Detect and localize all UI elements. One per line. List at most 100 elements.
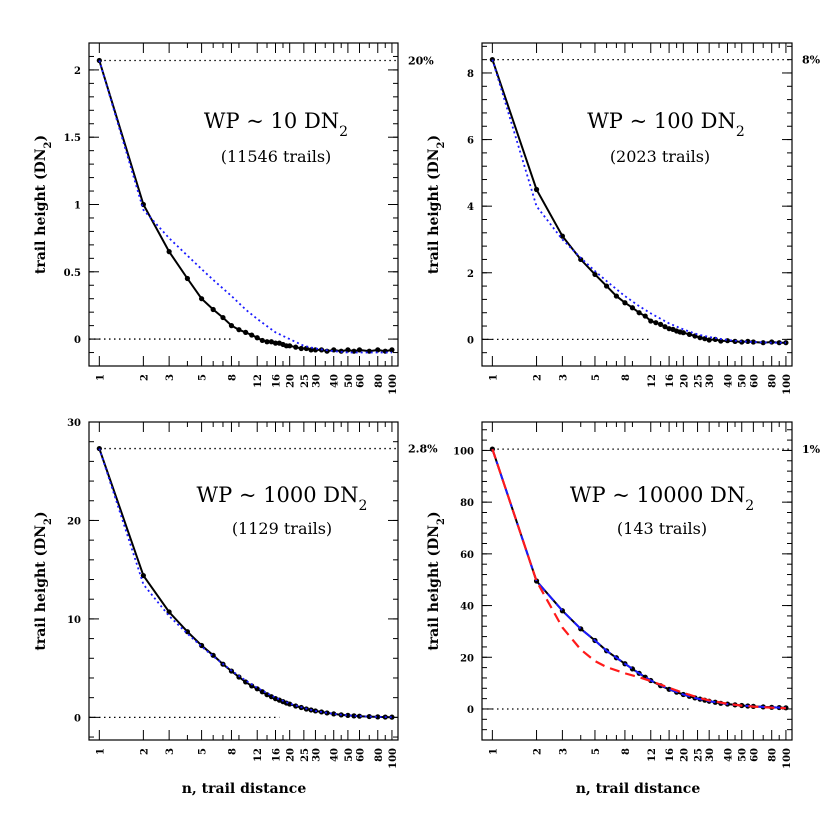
- data-point: [603, 283, 610, 289]
- data-point: [657, 321, 664, 327]
- x-tick-label: 2: [533, 748, 544, 755]
- y-axis-label: trail height (DN2): [33, 135, 54, 274]
- y-tick-label: 20: [67, 516, 81, 527]
- data-point: [184, 275, 191, 282]
- x-tick-label: 16: [271, 748, 282, 762]
- data-point: [745, 338, 751, 344]
- y-tick-label: 8: [467, 69, 474, 80]
- y-axis-label: trail height (DN2): [33, 511, 54, 650]
- x-tick-label: 20: [679, 374, 690, 388]
- data-point: [198, 296, 205, 302]
- data-point: [249, 332, 255, 338]
- y-tick-label: 10: [67, 615, 81, 626]
- data-series-line: [491, 59, 786, 344]
- y-tick-label: 40: [460, 602, 474, 613]
- x-tick-label: 50: [344, 374, 355, 388]
- data-point: [272, 340, 279, 346]
- wp-label: WP ~ 10 DN2: [204, 109, 348, 140]
- x-tick-label: 1: [488, 374, 499, 381]
- y-tick-label: 0.5: [64, 268, 81, 279]
- trails-count-label: (11546 trails): [221, 147, 332, 166]
- data-point: [356, 347, 363, 353]
- x-tick-label: 100: [782, 748, 793, 769]
- y-tick-label: 80: [460, 498, 474, 509]
- data-point: [243, 329, 249, 335]
- percent-label: 20%: [408, 54, 434, 67]
- y-tick-label: 1: [74, 201, 81, 212]
- x-tick-label: 5: [198, 374, 209, 381]
- data-point: [287, 701, 293, 707]
- data-point: [375, 714, 381, 720]
- panel-4: 1 2 3 5 8 12 16 20 25 30 40 50 60 80 100020406080100tr…: [426, 421, 821, 769]
- x-tick-label: 1: [95, 748, 106, 755]
- data-point: [366, 713, 372, 720]
- x-tick-label: 25: [300, 374, 311, 388]
- x-tick-label: 12: [647, 748, 658, 762]
- y-axis-label: trail height (DN2): [426, 511, 447, 650]
- model-series-line: [491, 59, 786, 344]
- x-tick-label: 100: [782, 374, 793, 395]
- x-tick-label: 1: [95, 374, 106, 381]
- x-tick-label: 60: [355, 374, 366, 388]
- data-point: [228, 323, 235, 329]
- data-point: [592, 271, 598, 278]
- x-tick-label: 40: [724, 374, 735, 388]
- y-tick-label: 100: [453, 446, 474, 457]
- data-point: [249, 683, 255, 689]
- data-point: [706, 337, 712, 343]
- x-tick-label: 40: [724, 748, 735, 762]
- y-tick-label: 1.5: [64, 133, 81, 144]
- y-tick-label: 2: [74, 66, 81, 77]
- data-point: [166, 249, 172, 255]
- data-point: [264, 339, 270, 345]
- data-point: [648, 318, 654, 324]
- y-tick-label: 0: [467, 705, 474, 716]
- x-tick-label: 25: [300, 748, 311, 762]
- data-point: [236, 327, 242, 333]
- data-point: [293, 344, 299, 350]
- data-point: [642, 313, 648, 319]
- model-series-line: [98, 448, 392, 719]
- percent-label: 1%: [802, 443, 821, 456]
- data-point: [760, 340, 766, 346]
- x-tick-label: 60: [749, 374, 760, 388]
- y-tick-label: 4: [467, 202, 474, 213]
- data-point: [298, 345, 304, 352]
- data-point: [259, 689, 265, 695]
- y-tick-label: 0: [74, 713, 81, 724]
- x-tick-label: 3: [558, 374, 569, 381]
- data-point: [662, 324, 668, 330]
- data-point: [287, 343, 293, 349]
- x-tick-label: 3: [558, 748, 569, 755]
- wp-label: WP ~ 10000 DN2: [570, 483, 754, 514]
- x-tick-label: 12: [647, 374, 658, 388]
- data-point: [366, 348, 372, 354]
- data-point: [259, 337, 265, 344]
- y-tick-label: 30: [67, 418, 81, 429]
- x-tick-label: 100: [388, 748, 399, 769]
- data-point: [776, 340, 782, 346]
- x-tick-label: 5: [591, 374, 602, 381]
- data-point: [783, 340, 789, 346]
- data-point: [210, 306, 216, 313]
- x-tick-label: 80: [768, 374, 779, 388]
- x-tick-label: 20: [286, 374, 297, 388]
- x-tick-label: 1: [488, 748, 499, 755]
- wp-label: WP ~ 1000 DN2: [197, 483, 368, 514]
- wp-label: WP ~ 100 DN2: [587, 109, 745, 140]
- data-point: [268, 339, 274, 345]
- x-tick-label: 12: [253, 374, 264, 388]
- x-tick-label: 30: [311, 748, 322, 762]
- x-tick-label: 5: [591, 748, 602, 755]
- x-tick-label: 2: [139, 748, 150, 755]
- y-tick-label: 60: [460, 550, 474, 561]
- x-tick-label: 50: [738, 374, 749, 388]
- x-axis-label-right: n, trail distance: [576, 781, 701, 797]
- trails-count-label: (2023 trails): [610, 147, 710, 166]
- x-tick-label: 16: [271, 374, 282, 388]
- x-tick-label: 80: [374, 374, 385, 388]
- x-tick-label: 30: [705, 748, 716, 762]
- x-axis-label-left: n, trail distance: [182, 781, 307, 797]
